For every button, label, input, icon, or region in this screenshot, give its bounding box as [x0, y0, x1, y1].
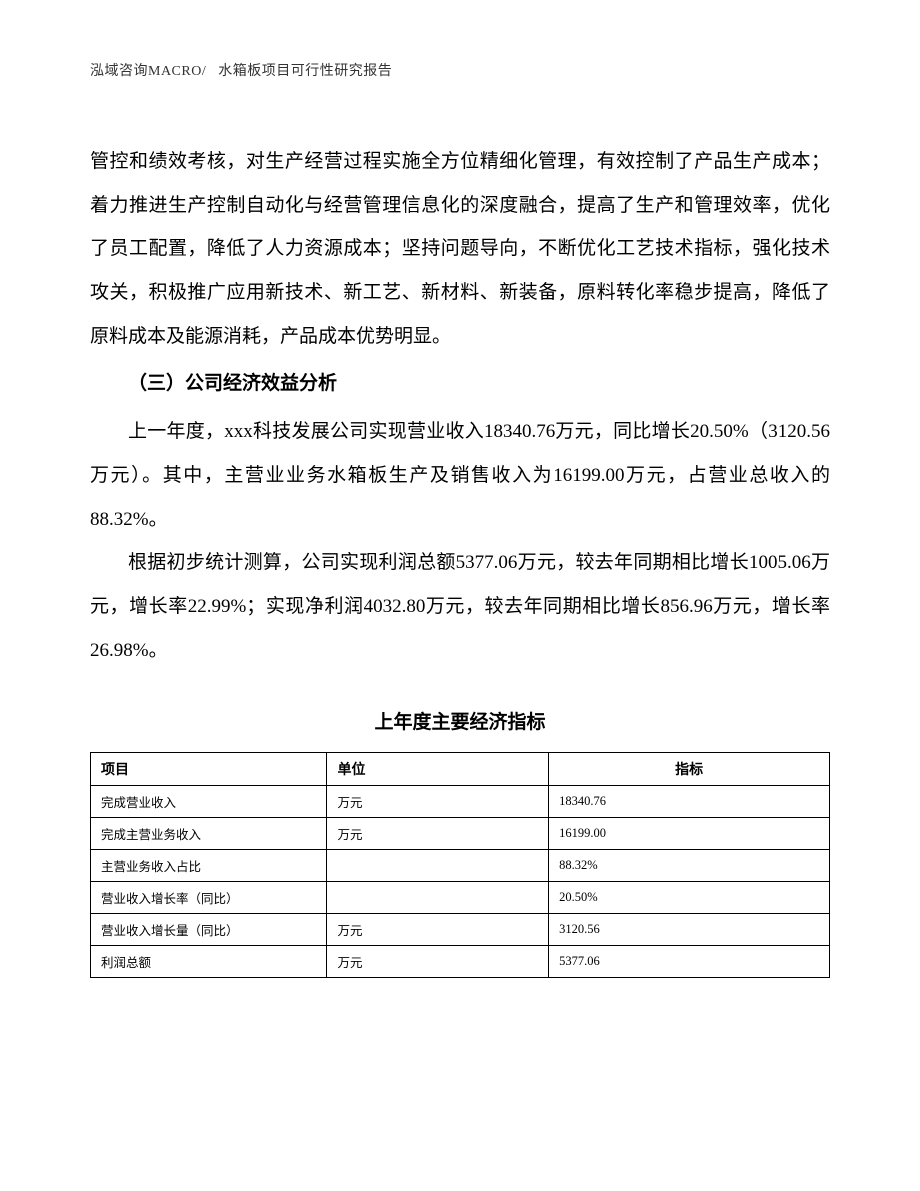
table-header-unit: 单位 — [327, 753, 549, 786]
table-cell-value: 3120.56 — [549, 914, 830, 946]
table-cell-item: 完成主营业务收入 — [91, 818, 327, 850]
header-company: 泓域咨询MACRO/ — [90, 64, 206, 79]
paragraph-2: 上一年度，xxx科技发展公司实现营业收入18340.76万元，同比增长20.50… — [90, 410, 830, 541]
table-cell-value: 16199.00 — [549, 818, 830, 850]
table-header-row: 项目 单位 指标 — [91, 753, 830, 786]
table-title: 上年度主要经济指标 — [90, 707, 830, 734]
table-row: 完成营业收入 万元 18340.76 — [91, 786, 830, 818]
table-cell-unit: 万元 — [327, 914, 549, 946]
table-cell-unit — [327, 850, 549, 882]
table-cell-unit: 万元 — [327, 786, 549, 818]
table-cell-value: 5377.06 — [549, 946, 830, 978]
table-cell-value: 18340.76 — [549, 786, 830, 818]
paragraph-3: 根据初步统计测算，公司实现利润总额5377.06万元，较去年同期相比增长1005… — [90, 541, 830, 672]
table-cell-item: 营业收入增长率（同比） — [91, 882, 327, 914]
economic-indicators-table: 项目 单位 指标 完成营业收入 万元 18340.76 完成主营业务收入 万元 … — [90, 752, 830, 978]
table-cell-item: 营业收入增长量（同比） — [91, 914, 327, 946]
table-row: 利润总额 万元 5377.06 — [91, 946, 830, 978]
document-content: 管控和绩效考核，对生产经营过程实施全方位精细化管理，有效控制了产品生产成本；着力… — [90, 140, 830, 672]
table-row: 主营业务收入占比 88.32% — [91, 850, 830, 882]
paragraph-1: 管控和绩效考核，对生产经营过程实施全方位精细化管理，有效控制了产品生产成本；着力… — [90, 140, 830, 358]
table-row: 营业收入增长量（同比） 万元 3120.56 — [91, 914, 830, 946]
page-header: 泓域咨询MACRO/ 水箱板项目可行性研究报告 — [90, 60, 830, 80]
table-cell-item: 主营业务收入占比 — [91, 850, 327, 882]
table-cell-value: 20.50% — [549, 882, 830, 914]
table-cell-unit — [327, 882, 549, 914]
header-doc-title: 水箱板项目可行性研究报告 — [218, 64, 392, 79]
table-cell-item: 利润总额 — [91, 946, 327, 978]
section-heading: （三）公司经济效益分析 — [90, 362, 830, 406]
table-header-value: 指标 — [549, 753, 830, 786]
table-cell-value: 88.32% — [549, 850, 830, 882]
table-row: 营业收入增长率（同比） 20.50% — [91, 882, 830, 914]
table-cell-unit: 万元 — [327, 946, 549, 978]
table-cell-unit: 万元 — [327, 818, 549, 850]
table-header-item: 项目 — [91, 753, 327, 786]
table-row: 完成主营业务收入 万元 16199.00 — [91, 818, 830, 850]
table-cell-item: 完成营业收入 — [91, 786, 327, 818]
